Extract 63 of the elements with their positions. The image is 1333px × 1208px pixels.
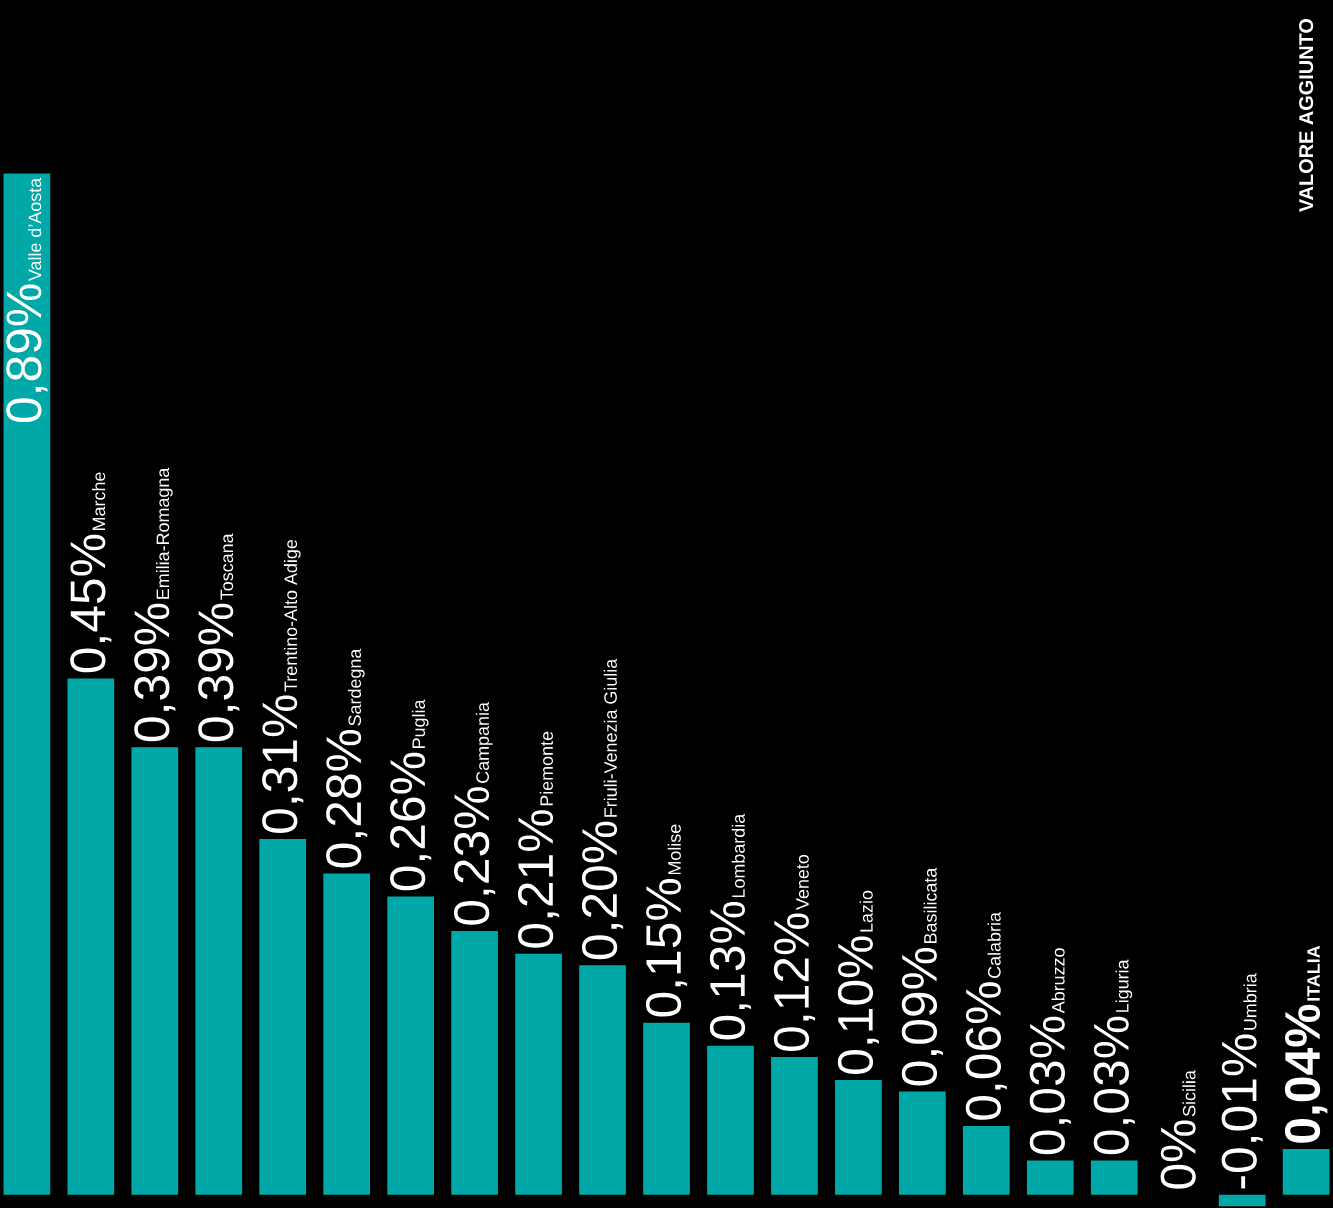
data-label: 0,20% xyxy=(581,821,624,960)
x-tick-label: Basilicata xyxy=(923,867,937,943)
x-tick-label: Valle d’Aosta xyxy=(28,177,42,282)
data-label: 0,26% xyxy=(390,752,432,891)
x-tick-label: Puglia xyxy=(411,699,429,748)
x-tick-label: Abruzzo xyxy=(1051,948,1065,1014)
bar xyxy=(1282,1148,1330,1195)
data-label: 0,39% xyxy=(134,603,176,742)
bar xyxy=(1090,1160,1138,1195)
data-label: 0,45% xyxy=(70,534,112,673)
x-tick-label: Marche xyxy=(92,472,106,530)
data-label: 0,31% xyxy=(262,695,304,833)
data-label: 0,23% xyxy=(454,787,496,925)
x-tick-label: Umbria xyxy=(1243,973,1257,1030)
bar xyxy=(1218,1194,1266,1207)
x-tick-label: Lazio xyxy=(859,890,873,932)
data-label: 0,13% xyxy=(709,901,752,1040)
x-tick-label: Calabria xyxy=(987,912,1001,978)
bar xyxy=(962,1125,1010,1195)
x-tick-label: Emilia-Romagna xyxy=(156,467,173,599)
data-label: 0,09% xyxy=(901,947,943,1086)
bar xyxy=(131,747,179,1195)
bar xyxy=(67,678,115,1195)
x-tick-label: Campania xyxy=(475,702,493,783)
x-tick-label: Liguria xyxy=(1115,959,1133,1012)
bar xyxy=(835,1080,882,1195)
data-label: 0,12% xyxy=(773,913,816,1051)
bar xyxy=(451,930,498,1195)
x-tick-label: Trentino-Alto Adige xyxy=(283,540,301,692)
x-tick-label: Sardegna xyxy=(347,648,365,726)
data-label: 0,04% xyxy=(1284,1004,1328,1143)
bar xyxy=(899,1091,946,1195)
x-tick-label: Piemonte xyxy=(539,731,553,806)
bar xyxy=(1026,1160,1074,1195)
x-tick-label: Veneto xyxy=(796,854,809,910)
bar xyxy=(515,953,562,1195)
x-tick-label: ITALIA xyxy=(1307,945,1320,1001)
data-label: 0,39% xyxy=(198,603,240,742)
data-label: 0,03% xyxy=(1093,1016,1135,1155)
data-label: 0,03% xyxy=(1029,1016,1071,1155)
bar xyxy=(771,1057,818,1195)
x-tick-label: Friuli-Venezia Giulia xyxy=(603,658,617,817)
data-label: 0,06% xyxy=(965,982,1007,1120)
x-tick-label: Molise xyxy=(667,824,681,875)
x-tick-label: Lombardia xyxy=(731,813,745,898)
bar xyxy=(579,965,626,1195)
data-label: 0,89% xyxy=(6,284,48,423)
data-label: 0% xyxy=(1160,1120,1196,1189)
data-label: 0,21% xyxy=(518,810,560,948)
bar xyxy=(259,839,307,1195)
data-label: -0,01% xyxy=(1221,1034,1263,1189)
bar xyxy=(387,896,434,1195)
x-tick-label: Sicilia xyxy=(1182,1070,1196,1117)
bar xyxy=(195,747,243,1195)
data-label: 0,15% xyxy=(645,879,688,1017)
bar xyxy=(323,873,371,1195)
data-label: 0,28% xyxy=(326,729,368,868)
bar xyxy=(643,1022,690,1195)
x-tick-label: Toscana xyxy=(220,533,234,600)
bar xyxy=(3,173,51,1195)
data-label: 0,10% xyxy=(837,936,879,1074)
bar xyxy=(707,1045,754,1195)
chart-title: VALORE AGGIUNTO xyxy=(1299,18,1314,213)
